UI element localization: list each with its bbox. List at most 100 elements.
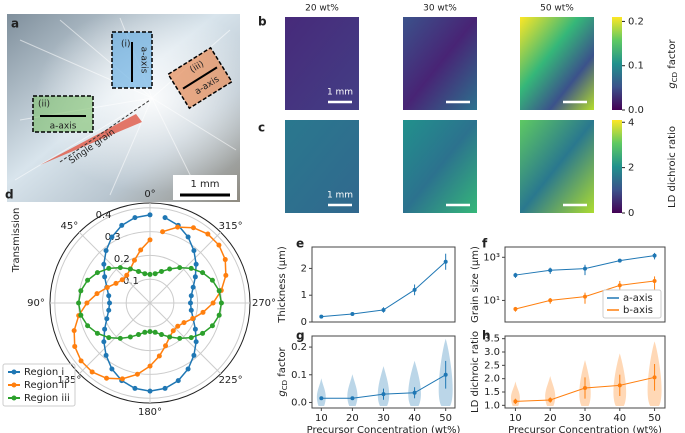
marker: [192, 326, 198, 332]
marker: [78, 312, 84, 318]
marker: [76, 300, 82, 306]
colorbar: [612, 120, 622, 213]
annotation: (ii): [38, 100, 50, 110]
marker: [104, 284, 110, 290]
y-tick-label: 1.5: [484, 387, 500, 398]
marker: [107, 300, 113, 306]
y-tick-label: 1: [301, 290, 307, 301]
marker: [548, 398, 553, 402]
x-tick-label: 50: [439, 413, 452, 424]
marker: [190, 284, 196, 290]
y-axis-label: Thickness (μm): [277, 246, 288, 324]
x-tick-label: 10: [509, 413, 522, 424]
panel-label: d: [5, 188, 14, 202]
marker: [147, 329, 153, 335]
y-tick-label: 0.1: [291, 370, 307, 381]
violin: [347, 374, 358, 406]
marker: [175, 323, 181, 329]
legend-label: b-axis: [623, 305, 653, 316]
marker: [147, 212, 153, 218]
marker: [319, 314, 324, 319]
marker: [89, 369, 95, 375]
theta-tick-label: 180°: [138, 407, 162, 418]
marker: [117, 335, 123, 341]
theta-tick-label: 0°: [144, 189, 155, 200]
axes-frame: [311, 246, 456, 323]
legend-label: Region iii: [24, 393, 70, 404]
marker: [152, 329, 158, 335]
x-tick-label: 40: [613, 413, 626, 424]
legend-marker: [11, 369, 17, 375]
marker: [652, 278, 657, 283]
y-tick-label: 2: [301, 263, 307, 274]
marker: [175, 378, 181, 384]
marker: [175, 224, 181, 230]
r-tick-label: 0.1: [123, 276, 139, 287]
y-tick-label: 10¹: [483, 295, 500, 306]
x-tick-label: 30: [579, 413, 592, 424]
marker: [191, 352, 197, 358]
marker: [188, 293, 194, 299]
marker: [209, 323, 215, 329]
legend-marker: [11, 382, 17, 388]
y-tick-label: 0.0: [291, 397, 307, 408]
marker: [106, 335, 112, 341]
marker: [78, 288, 84, 294]
y-tick-label: 3.5: [484, 334, 500, 345]
x-tick-label: 10: [315, 413, 328, 424]
marker: [109, 366, 115, 372]
theta-tick-label: 315°: [219, 221, 243, 232]
marker: [190, 225, 196, 231]
y-tick-label: 3.0: [484, 347, 500, 358]
marker: [102, 326, 108, 332]
colorbar-tick-label: 0.2: [628, 16, 644, 27]
marker: [136, 332, 142, 338]
marker: [617, 258, 622, 263]
marker: [652, 375, 657, 380]
violin: [377, 366, 390, 406]
marker: [138, 247, 144, 253]
marker: [513, 399, 518, 404]
x-axis-label: Precursor Concentration (wt%): [307, 425, 461, 433]
marker: [119, 376, 125, 382]
marker: [106, 293, 112, 299]
colorbar-tick-label: 4: [628, 117, 634, 128]
theta-tick-label: 270°: [252, 298, 276, 309]
violin: [510, 381, 520, 406]
marker: [142, 329, 148, 335]
colorbar-tick-label: 0.0: [628, 105, 644, 116]
y-tick-label: 0.2: [291, 342, 307, 353]
x-axis-label: Precursor Concentration (wt%): [508, 425, 662, 433]
marker: [103, 352, 109, 358]
column-title: 50 wt%: [540, 4, 574, 14]
marker: [117, 265, 123, 271]
marker: [222, 257, 228, 263]
scale-bar-label: 1 mm: [327, 88, 353, 98]
marker: [72, 343, 78, 349]
marker: [548, 268, 553, 273]
panel-label: a: [11, 17, 19, 31]
legend-frame: [2, 363, 76, 407]
marker: [162, 385, 168, 391]
marker: [193, 261, 199, 267]
marker: [152, 271, 158, 277]
y-tick-label: 2.5: [484, 360, 500, 371]
marker: [350, 311, 355, 316]
panel-label: b: [258, 15, 267, 29]
marker: [583, 294, 587, 299]
colorbar: [612, 17, 622, 110]
map-image: [403, 120, 477, 213]
region-box: [32, 95, 94, 133]
marker: [101, 261, 107, 267]
marker: [205, 231, 211, 237]
marker: [617, 283, 622, 288]
legend-label: Region ii: [24, 380, 67, 391]
marker: [134, 371, 140, 377]
panel-label: e: [296, 237, 304, 251]
column-title: 30 wt%: [423, 4, 457, 14]
marker: [158, 332, 164, 338]
marker: [381, 392, 386, 397]
marker: [188, 307, 194, 313]
marker: [200, 270, 206, 276]
marker: [109, 234, 115, 240]
